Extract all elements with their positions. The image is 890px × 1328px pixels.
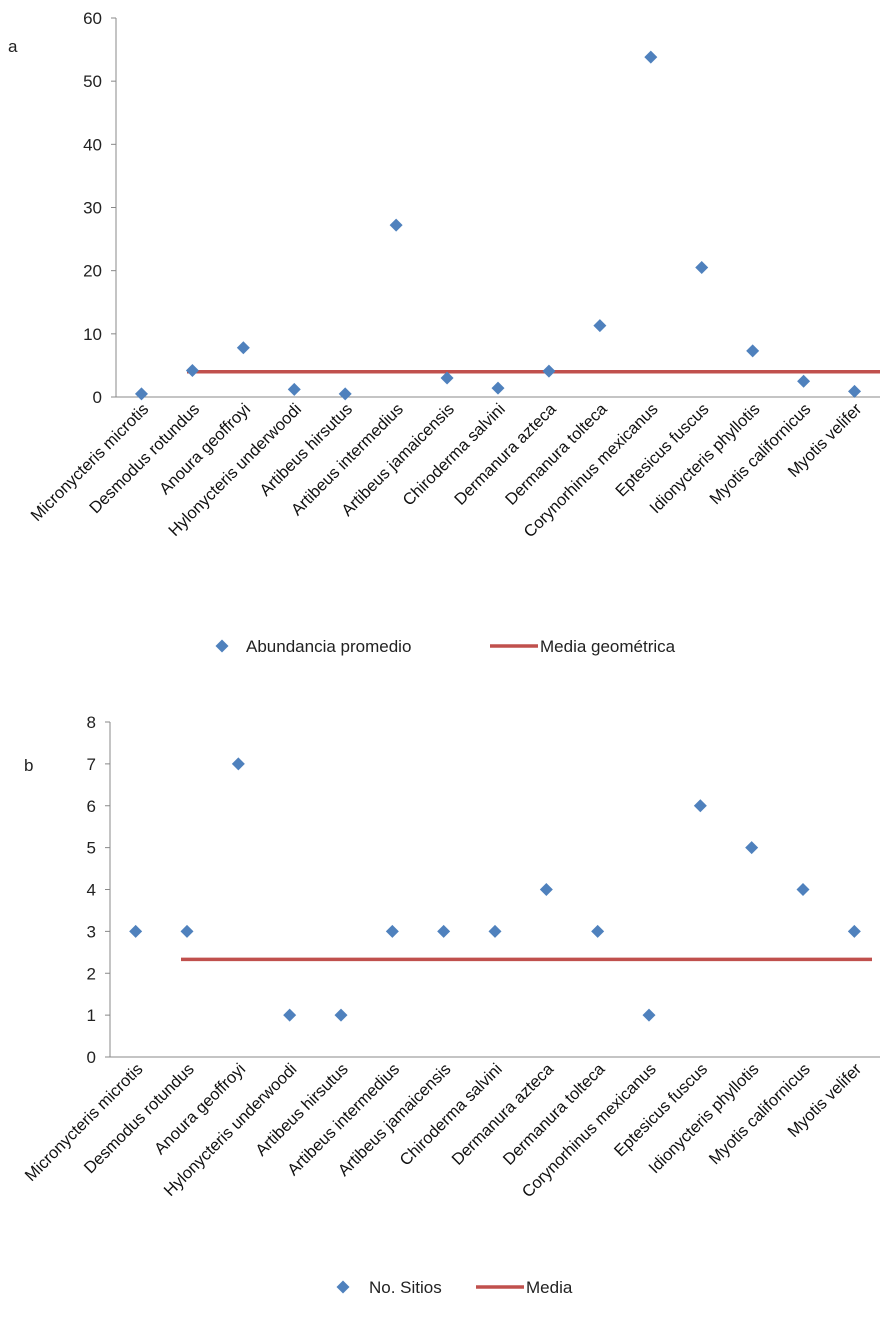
y-tick-label: 8 bbox=[87, 713, 96, 732]
y-tick-label: 10 bbox=[83, 325, 102, 344]
data-point-marker bbox=[385, 924, 399, 938]
data-point-marker bbox=[389, 218, 403, 232]
data-point-marker bbox=[847, 924, 861, 938]
legend-label: No. Sitios bbox=[369, 1278, 442, 1297]
data-point-marker bbox=[745, 841, 759, 855]
data-point-marker bbox=[437, 924, 451, 938]
data-point-marker bbox=[695, 261, 709, 275]
data-point-marker bbox=[693, 799, 707, 813]
data-point-marker bbox=[338, 387, 352, 401]
data-point-marker bbox=[642, 1008, 656, 1022]
data-point-marker bbox=[796, 883, 810, 896]
y-tick-label: 30 bbox=[83, 199, 102, 218]
legend-label: Media geométrica bbox=[540, 637, 676, 656]
y-tick-label: 60 bbox=[83, 9, 102, 28]
data-point-marker bbox=[491, 381, 505, 395]
legend-label: Media bbox=[526, 1278, 573, 1297]
x-category-label: Anoura geoffroyi bbox=[151, 1060, 249, 1158]
x-category-label: Anoura geoffroyi bbox=[156, 400, 254, 498]
data-point-marker bbox=[591, 924, 605, 938]
data-point-marker bbox=[542, 364, 556, 378]
y-tick-label: 0 bbox=[93, 388, 102, 407]
data-point-marker bbox=[287, 382, 301, 396]
data-point-marker bbox=[134, 387, 148, 401]
data-point-marker bbox=[180, 924, 194, 938]
legend-marker-icon bbox=[215, 639, 229, 653]
data-point-marker bbox=[236, 341, 250, 355]
data-point-marker bbox=[539, 883, 553, 896]
data-point-marker bbox=[185, 363, 199, 377]
panel-label: a bbox=[8, 37, 18, 56]
y-tick-label: 3 bbox=[87, 922, 96, 941]
x-category-label: Eptesicus fuscus bbox=[612, 400, 712, 500]
data-point-marker bbox=[593, 319, 607, 333]
legend-label: Abundancia promedio bbox=[246, 637, 411, 656]
y-tick-label: 5 bbox=[87, 839, 96, 858]
y-tick-label: 4 bbox=[87, 881, 96, 900]
x-category-label: Eptesicus fuscus bbox=[611, 1060, 711, 1160]
data-point-marker bbox=[488, 924, 502, 938]
data-point-marker bbox=[283, 1008, 297, 1022]
panel-label: b bbox=[24, 756, 33, 775]
y-tick-label: 50 bbox=[83, 72, 102, 91]
data-point-marker bbox=[334, 1008, 348, 1022]
data-point-marker bbox=[644, 50, 658, 64]
data-point-marker bbox=[848, 384, 862, 398]
x-category-label: Artibeus hirsutus bbox=[252, 1060, 352, 1160]
y-tick-label: 20 bbox=[83, 262, 102, 281]
y-tick-label: 0 bbox=[87, 1048, 96, 1067]
y-tick-label: 1 bbox=[87, 1006, 96, 1025]
data-point-marker bbox=[746, 344, 760, 358]
data-point-marker bbox=[231, 757, 245, 771]
legend-marker-icon bbox=[336, 1280, 350, 1294]
y-tick-label: 2 bbox=[87, 964, 96, 983]
y-tick-label: 7 bbox=[87, 755, 96, 774]
data-point-marker bbox=[797, 374, 811, 388]
y-tick-label: 6 bbox=[87, 797, 96, 816]
data-point-marker bbox=[129, 924, 143, 938]
data-point-marker bbox=[440, 371, 454, 385]
y-tick-label: 40 bbox=[83, 135, 102, 154]
x-category-label: Artibeus hirsutus bbox=[256, 400, 356, 500]
